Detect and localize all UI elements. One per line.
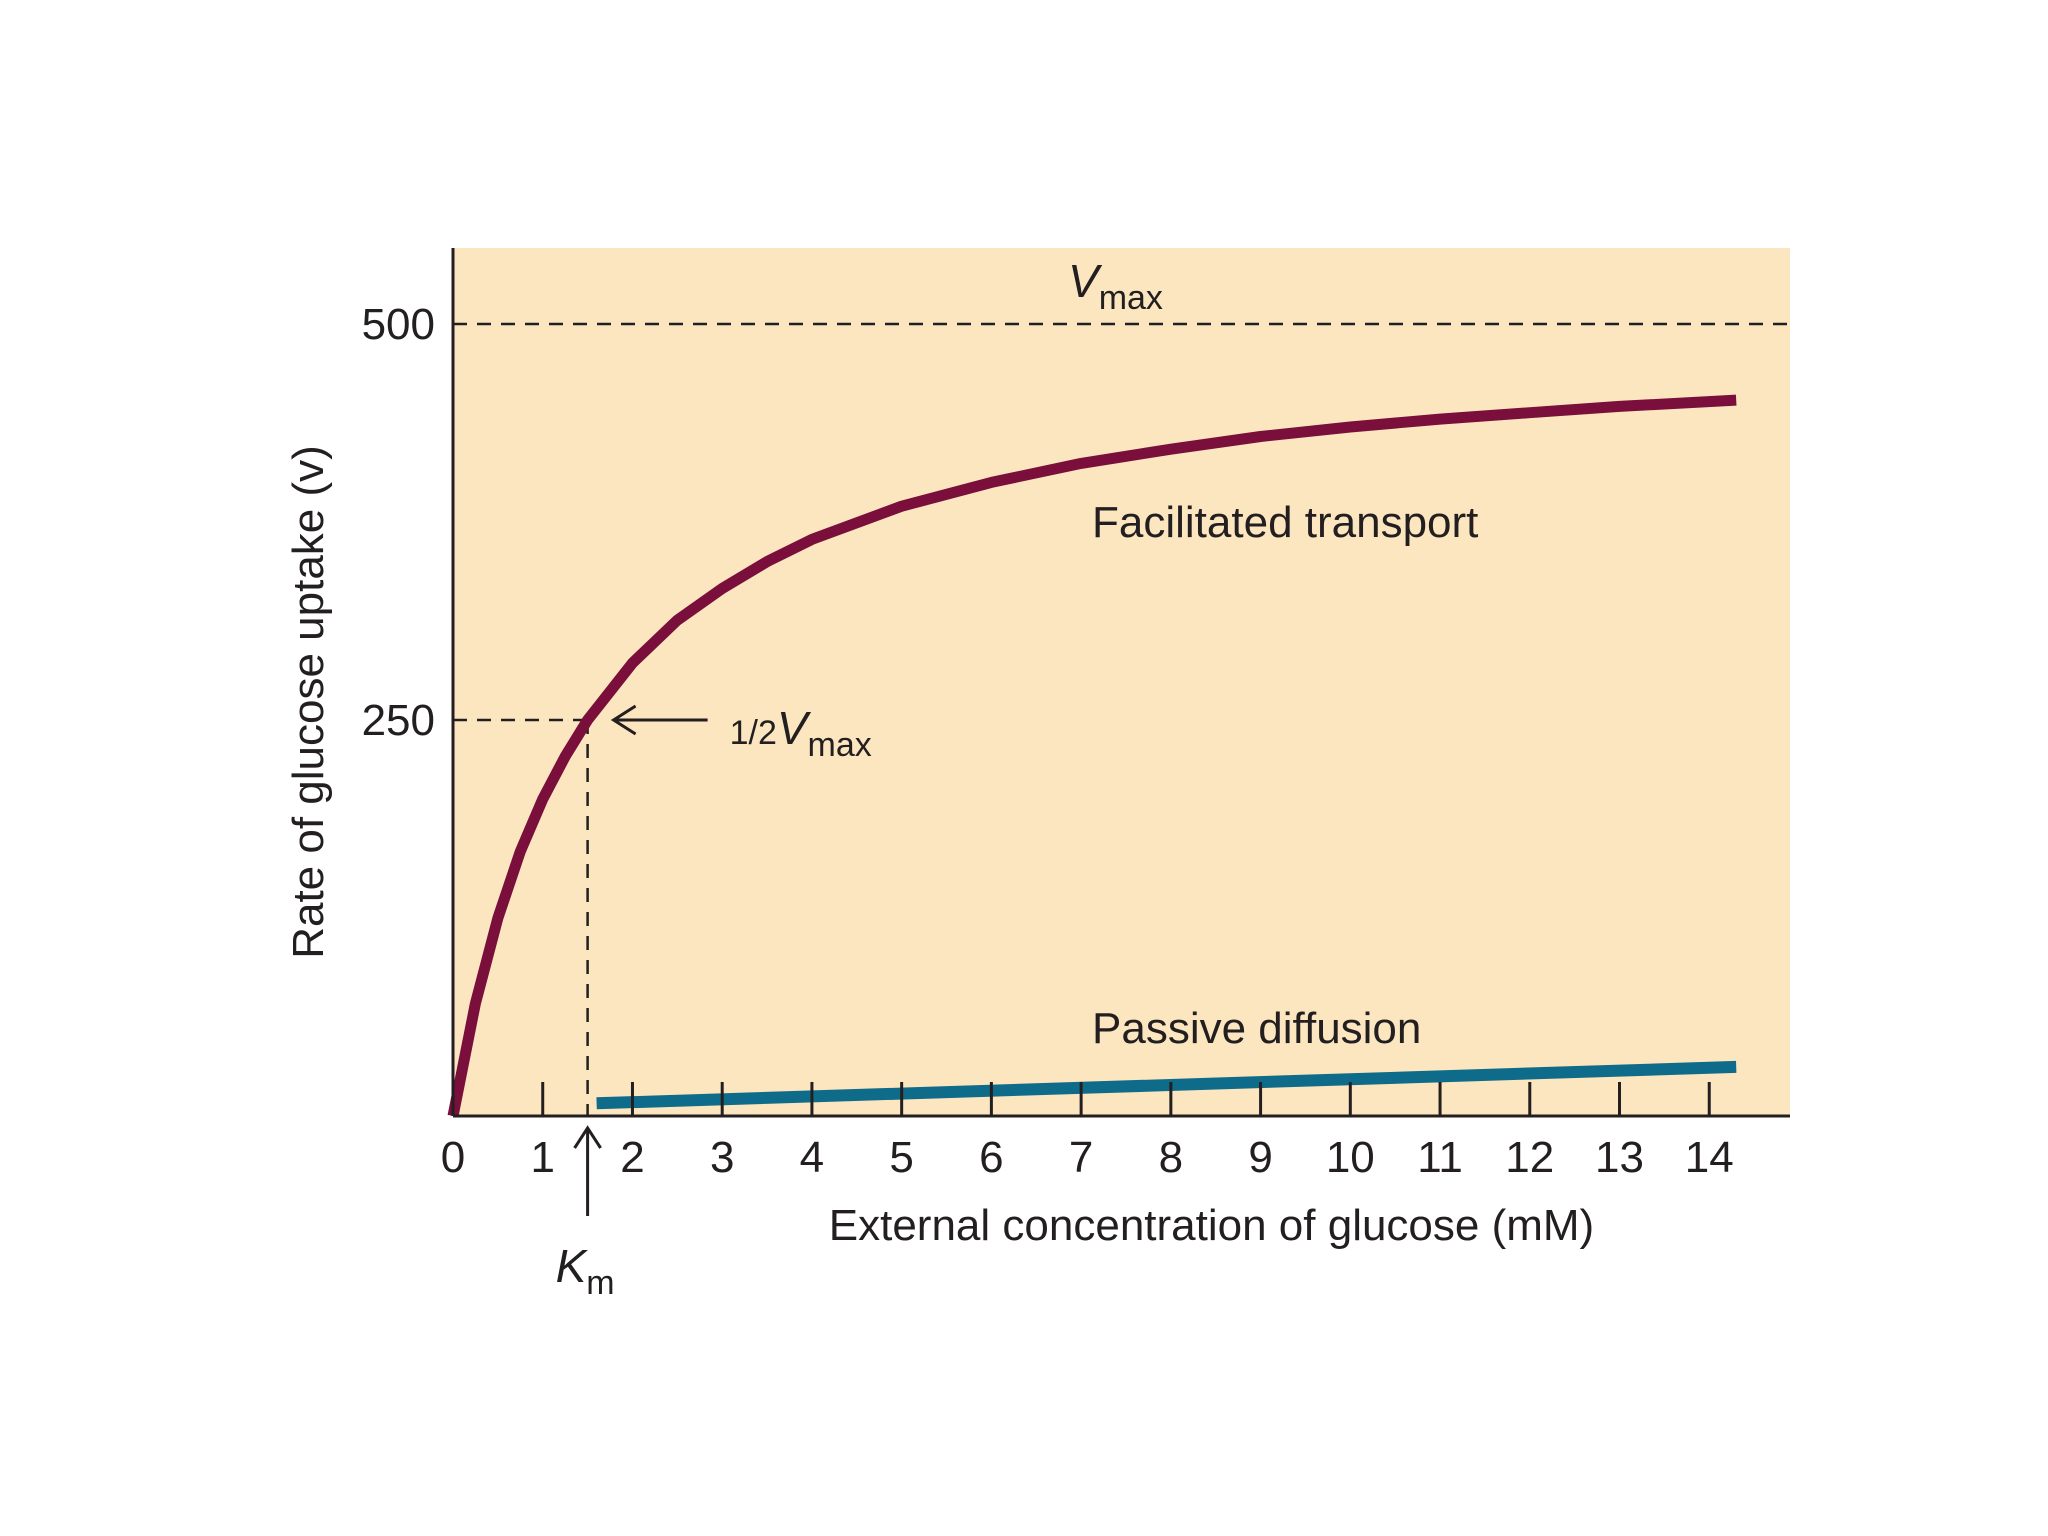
x-tick-label-3: 3 (710, 1133, 734, 1182)
km-label: Km (556, 1240, 615, 1302)
x-tick-label-4: 4 (800, 1133, 824, 1182)
x-tick-label-0: 0 (441, 1133, 465, 1182)
vmax-label: Vmax (1068, 255, 1163, 317)
labels: Rate of glucose uptake (v) External conc… (284, 255, 1594, 1302)
km-subscript: m (586, 1264, 614, 1302)
x-tick-label-13: 13 (1595, 1133, 1644, 1182)
x-tick-label-12: 12 (1505, 1133, 1554, 1182)
y-tick-label-500: 500 (362, 300, 435, 349)
y-tick-label-250: 250 (362, 696, 435, 745)
vmax-subscript: max (1099, 279, 1163, 317)
series-layer (447, 394, 1737, 1118)
x-tick-label-10: 10 (1326, 1133, 1375, 1182)
y-axis-title: Rate of glucose uptake (v) (284, 445, 333, 959)
series-line-facilitated-transport (447, 394, 1737, 1118)
x-axis-title: External concentration of glucose (mM) (829, 1201, 1594, 1250)
x-tick-label-5: 5 (889, 1133, 913, 1182)
half-vmax-subscript: max (808, 726, 872, 764)
x-tick-label-7: 7 (1069, 1133, 1093, 1182)
x-tick-label-14: 14 (1685, 1133, 1734, 1182)
half-vmax-label: 1/2Vmax (730, 702, 872, 764)
x-tick-label-11: 11 (1417, 1133, 1463, 1182)
half-vmax-fraction: 1/2 (730, 714, 777, 752)
km-arrowhead (573, 1125, 602, 1149)
series-line-passive-diffusion (596, 1060, 1737, 1110)
series-label-facilitated-transport: Facilitated transport (1092, 498, 1478, 547)
plot-background (453, 248, 1790, 1116)
x-tick-label-2: 2 (620, 1133, 644, 1182)
x-tick-label-6: 6 (979, 1133, 1003, 1182)
series-label-passive-diffusion: Passive diffusion (1092, 1004, 1421, 1053)
vmax-symbol: V (1068, 255, 1103, 307)
x-tick-label-1: 1 (530, 1133, 554, 1182)
reference-lines (453, 322, 1790, 1116)
half-vmax-symbol: V (777, 702, 812, 754)
x-tick-label-9: 9 (1248, 1133, 1272, 1182)
km-symbol: K (556, 1240, 589, 1292)
x-tick-label-8: 8 (1159, 1133, 1183, 1182)
half-vmax-arrowhead (610, 704, 637, 736)
